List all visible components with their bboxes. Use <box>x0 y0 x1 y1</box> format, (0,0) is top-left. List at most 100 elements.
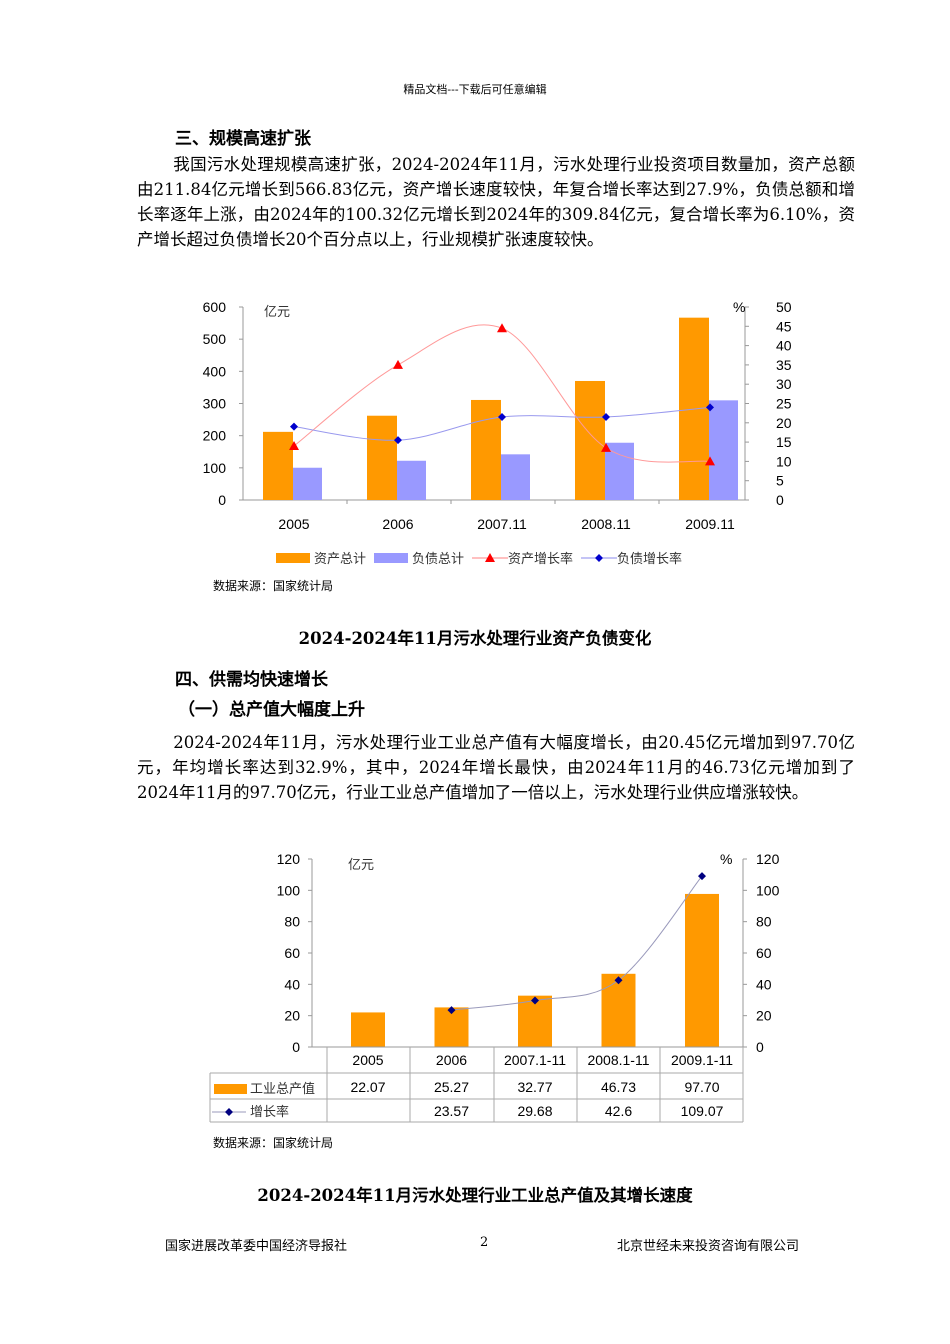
chart2-caption: 2024-2024年11月污水处理行业工业总产值及其增长速度 <box>257 1186 693 1205</box>
bar-assets <box>263 431 293 500</box>
legend-label: 负债总计 <box>412 552 465 567</box>
bar-liabilities <box>605 442 634 500</box>
table-header-cell: 2005 <box>352 1052 383 1068</box>
triangle-marker <box>601 442 611 452</box>
y-tick-label-right: 80 <box>756 914 772 930</box>
x-tick-label: 2009.11 <box>685 516 735 532</box>
y-tick-label-right: 0 <box>776 492 784 508</box>
diamond-marker-icon <box>581 553 618 562</box>
y-tick-label-right: 0 <box>756 1039 764 1055</box>
chart2-source: 数据来源：国家统计局 <box>213 1136 334 1150</box>
diamond-marker <box>706 403 714 412</box>
y-tick-label-left: 200 <box>203 428 227 444</box>
table-header-cell: 2008.1-11 <box>587 1052 649 1068</box>
section-heading: 三、规模高速扩张 <box>175 129 311 149</box>
body-paragraph: 2024-2024年11月，污水处理行业工业总产值有大幅度增长，由20.45亿元… <box>137 733 855 802</box>
y-tick-label-left: 100 <box>203 460 227 476</box>
y-tick-label-left: 0 <box>292 1039 300 1055</box>
table-cell: 25.27 <box>434 1079 469 1095</box>
y-tick-label-left: 120 <box>277 851 301 867</box>
table-cell: 109.07 <box>681 1103 724 1119</box>
chart1-caption: 2024-2024年11月污水处理行业资产负债变化 <box>298 629 652 648</box>
legend-label: 工业总产值 <box>250 1081 315 1097</box>
table-header-cell: 2009.1-11 <box>671 1052 733 1068</box>
y-tick-label-left: 100 <box>277 882 301 898</box>
diamond-marker <box>614 976 623 985</box>
y-tick-label-right: 45 <box>776 318 792 334</box>
bar-liabilities <box>293 467 322 500</box>
table-cell: 32.77 <box>517 1079 552 1095</box>
diamond-marker <box>602 413 610 422</box>
table-cell: 29.68 <box>517 1103 552 1119</box>
y-tick-label-right: 15 <box>776 434 792 450</box>
diamond-marker <box>394 436 402 445</box>
legend-label: 增长率 <box>250 1104 289 1120</box>
bar-liabilities <box>397 460 426 500</box>
bar-liabilities <box>709 400 738 500</box>
line-growth-rate <box>451 875 703 1011</box>
table-header-cell: 2007.1-11 <box>504 1052 566 1068</box>
body-paragraph: 我国污水处理规模高速扩张，2024-2024年11月，污水处理行业投资项目数量加… <box>137 155 855 249</box>
y-tick-label-left: 20 <box>284 1008 300 1024</box>
y-tick-label-left: 80 <box>284 914 300 930</box>
y-tick-label-right: 5 <box>776 473 784 489</box>
y-tick-label-right: 30 <box>776 376 792 392</box>
line-asset-growth <box>293 324 711 463</box>
footer-right: 北京世经未来投资咨询有限公司 <box>617 1239 800 1254</box>
y-tick-label-left: 600 <box>203 299 227 315</box>
diamond-marker <box>447 1006 456 1015</box>
legend-item: 负债总计 <box>374 548 464 567</box>
triangle-marker <box>393 359 403 369</box>
diamond-marker <box>698 872 706 881</box>
y-axis-left-unit: 亿元 <box>348 858 374 873</box>
y-tick-label-right: 35 <box>776 357 792 373</box>
y-tick-label-right: 120 <box>756 851 780 867</box>
table-cell: 46.73 <box>601 1079 636 1095</box>
bar-output <box>601 973 636 1047</box>
page-number: 2 <box>480 1235 489 1250</box>
diamond-marker <box>531 996 539 1005</box>
y-tick-label-left: 300 <box>203 396 227 412</box>
legend-item: 资产总计 <box>276 548 366 567</box>
y-tick-label-right: 20 <box>756 1008 772 1024</box>
y-tick-label-right: 40 <box>776 338 792 354</box>
legend-swatch <box>374 552 409 563</box>
x-tick-label: 2006 <box>382 516 413 532</box>
y-tick-label-right: 10 <box>776 453 792 469</box>
y-tick-label-right: 25 <box>776 396 792 412</box>
subsection-heading: （一）总产值大幅度上升 <box>178 700 365 720</box>
x-tick-label: 2008.11 <box>581 516 631 532</box>
bar-assets <box>471 399 501 500</box>
chart1-source: 数据来源：国家统计局 <box>213 579 334 593</box>
chart1-legend: 资产总计 负债总计 资产增长率 负债增长率 <box>276 548 690 567</box>
y-tick-label-left: 60 <box>284 945 300 961</box>
line-liability-growth <box>293 406 711 441</box>
y-tick-label-right: 100 <box>756 882 780 898</box>
legend-label: 负债增长率 <box>617 552 683 567</box>
y-tick-label-right: 60 <box>756 945 772 961</box>
section-heading: 四、供需均快速增长 <box>175 670 328 690</box>
page-header: 精品文档---下载后可任意编辑 <box>403 83 547 96</box>
y-tick-label-left: 500 <box>203 331 227 347</box>
y-axis-right-unit: % <box>720 851 732 867</box>
legend-label: 资产总计 <box>314 552 367 567</box>
bar-assets <box>367 415 397 500</box>
x-tick-label: 2007.11 <box>477 516 527 532</box>
table-header-cell: 2006 <box>436 1052 467 1068</box>
legend-item: 负债增长率 <box>581 548 682 567</box>
y-tick-label-left: 40 <box>284 976 300 992</box>
bar-output <box>685 893 719 1047</box>
diamond-marker <box>290 422 298 431</box>
y-axis-right-unit: % <box>733 299 745 315</box>
table-cell: 97.70 <box>684 1079 719 1095</box>
y-tick-label-right: 20 <box>776 415 792 431</box>
triangle-marker <box>705 456 715 466</box>
bar-liabilities <box>501 454 530 500</box>
footer-left: 国家进展改革委中国经济导报社 <box>165 1239 348 1254</box>
legend-item: 资产增长率 <box>472 548 573 567</box>
table-cell: 23.57 <box>434 1103 469 1119</box>
y-tick-label-right: 50 <box>776 299 792 315</box>
legend-label: 资产增长率 <box>508 552 574 567</box>
y-axis-left-unit: 亿元 <box>264 305 290 320</box>
